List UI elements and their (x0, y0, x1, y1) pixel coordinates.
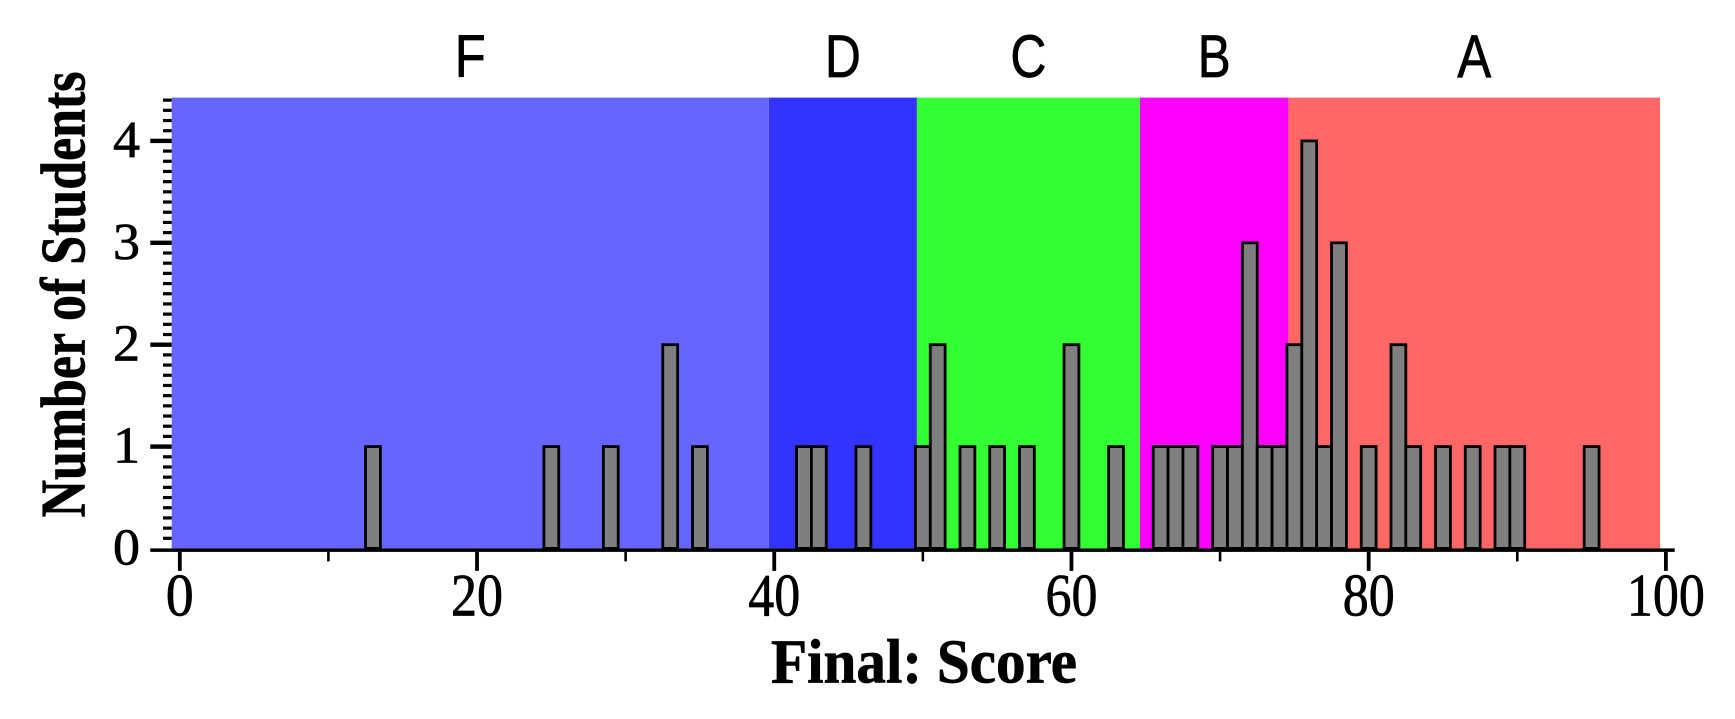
svg-text:100: 100 (1627, 563, 1705, 629)
svg-text:F: F (455, 23, 486, 90)
svg-text:B: B (1198, 23, 1231, 90)
svg-text:40: 40 (748, 563, 800, 629)
svg-text:A: A (1457, 23, 1491, 90)
svg-text:3: 3 (113, 214, 140, 271)
svg-text:4: 4 (113, 112, 140, 169)
svg-text:Number of Students: Number of Students (28, 72, 99, 518)
svg-text:C: C (1010, 23, 1046, 90)
svg-text:0: 0 (166, 563, 194, 629)
svg-text:80: 80 (1343, 563, 1395, 629)
svg-text:D: D (825, 23, 861, 90)
svg-text:60: 60 (1046, 563, 1098, 629)
svg-text:0: 0 (113, 520, 140, 577)
svg-text:1: 1 (113, 418, 140, 475)
svg-text:Final: Score: Final: Score (771, 629, 1077, 697)
svg-text:2: 2 (113, 316, 140, 373)
svg-text:20: 20 (451, 563, 503, 629)
